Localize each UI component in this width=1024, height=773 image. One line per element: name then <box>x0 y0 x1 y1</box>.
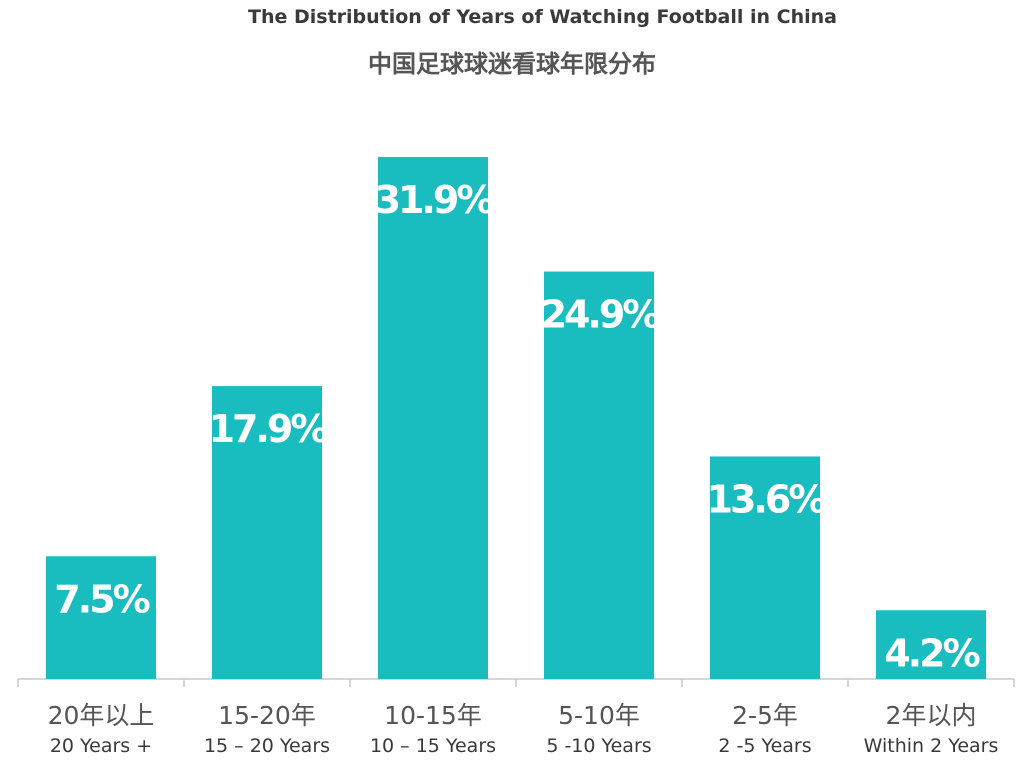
x-tick-label: 10-15年 <box>384 701 482 730</box>
bar <box>46 556 156 679</box>
x-tick-label-en: 2 -5 Years <box>718 735 811 757</box>
bar-value-label: 24.9% <box>541 293 660 337</box>
x-tick-label-en: 5 -10 Years <box>546 735 651 757</box>
chart-subtitle: 中国足球球迷看球年限分布 <box>368 50 656 78</box>
bar-value-label: 4.2% <box>884 631 979 675</box>
x-tick-label-en: 10 – 15 Years <box>370 735 496 757</box>
bar <box>544 271 654 679</box>
x-tick-label: 20年以上 <box>48 701 155 730</box>
chart-title: The Distribution of Years of Watching Fo… <box>247 6 838 28</box>
bar <box>876 610 986 679</box>
bar <box>710 456 820 679</box>
bar-value-label: 17.9% <box>209 407 328 451</box>
bar <box>378 157 488 679</box>
x-tick-label: 2年以内 <box>886 701 977 730</box>
x-tick-label-en: 20 Years + <box>50 735 152 757</box>
x-tick-label: 5-10年 <box>558 701 640 730</box>
x-tick-label: 15-20年 <box>218 701 316 730</box>
bar-value-label: 7.5% <box>54 577 149 621</box>
x-tick-label: 2-5年 <box>732 701 798 730</box>
bar <box>212 386 322 679</box>
x-tick-label-en: 15 – 20 Years <box>204 735 330 757</box>
bar-value-label: 13.6% <box>707 477 826 521</box>
bar-value-label: 31.9% <box>375 178 494 222</box>
x-tick-label-en: Within 2 Years <box>864 735 999 757</box>
